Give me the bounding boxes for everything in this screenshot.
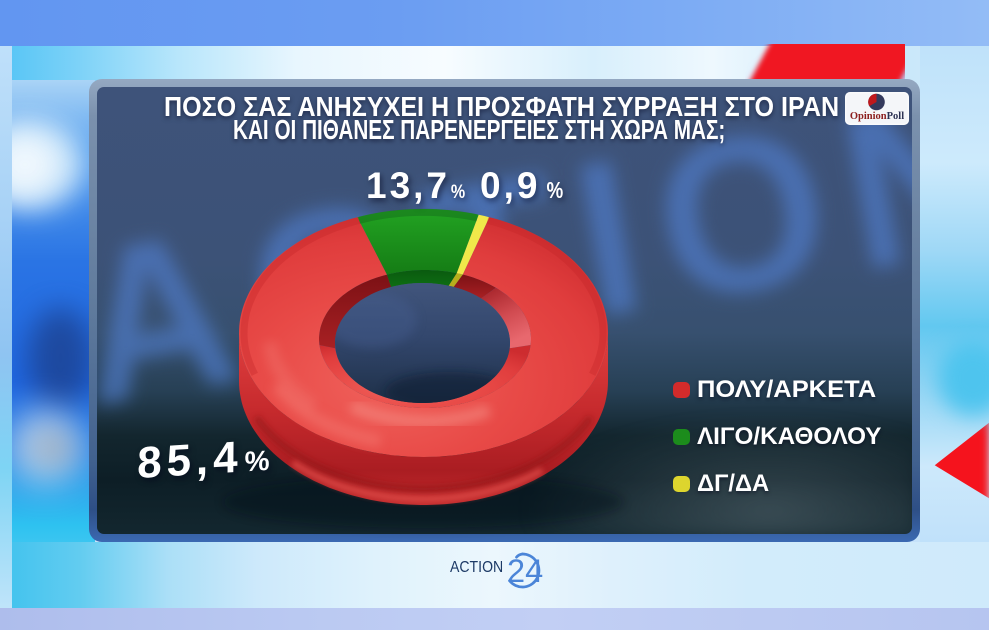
svg-text:24: 24 <box>507 553 543 589</box>
